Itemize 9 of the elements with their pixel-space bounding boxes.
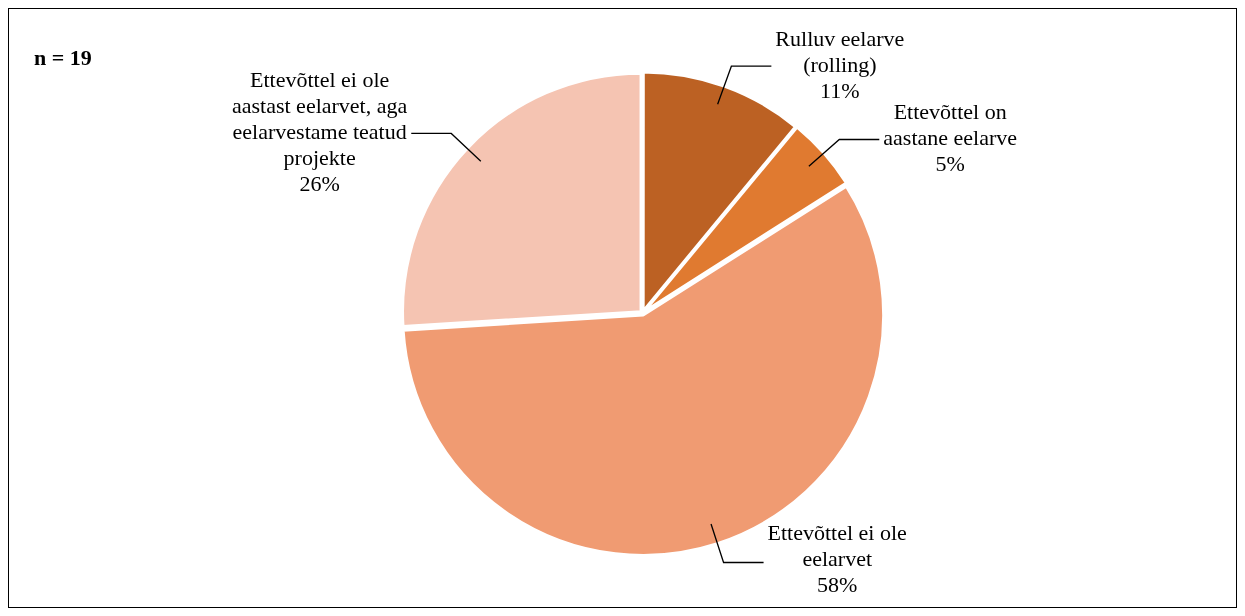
slice-label: Ettevõttel ei ole aastast eelarvet, aga eelarvestame teatud projekte bbox=[231, 67, 408, 171]
slice-label: Ettevõttel ei ole eelarvet bbox=[767, 519, 907, 571]
slice-label: Rulluv eelarve (rolling) bbox=[775, 25, 905, 77]
data-label: 5% bbox=[935, 151, 965, 177]
slice-label: Ettevõttel on aastane eelarve bbox=[883, 99, 1018, 151]
text: n = 19 bbox=[34, 44, 92, 70]
data-label: 26% bbox=[299, 171, 340, 197]
data-label: 11% bbox=[820, 77, 860, 103]
data-label: 58% bbox=[817, 571, 858, 597]
